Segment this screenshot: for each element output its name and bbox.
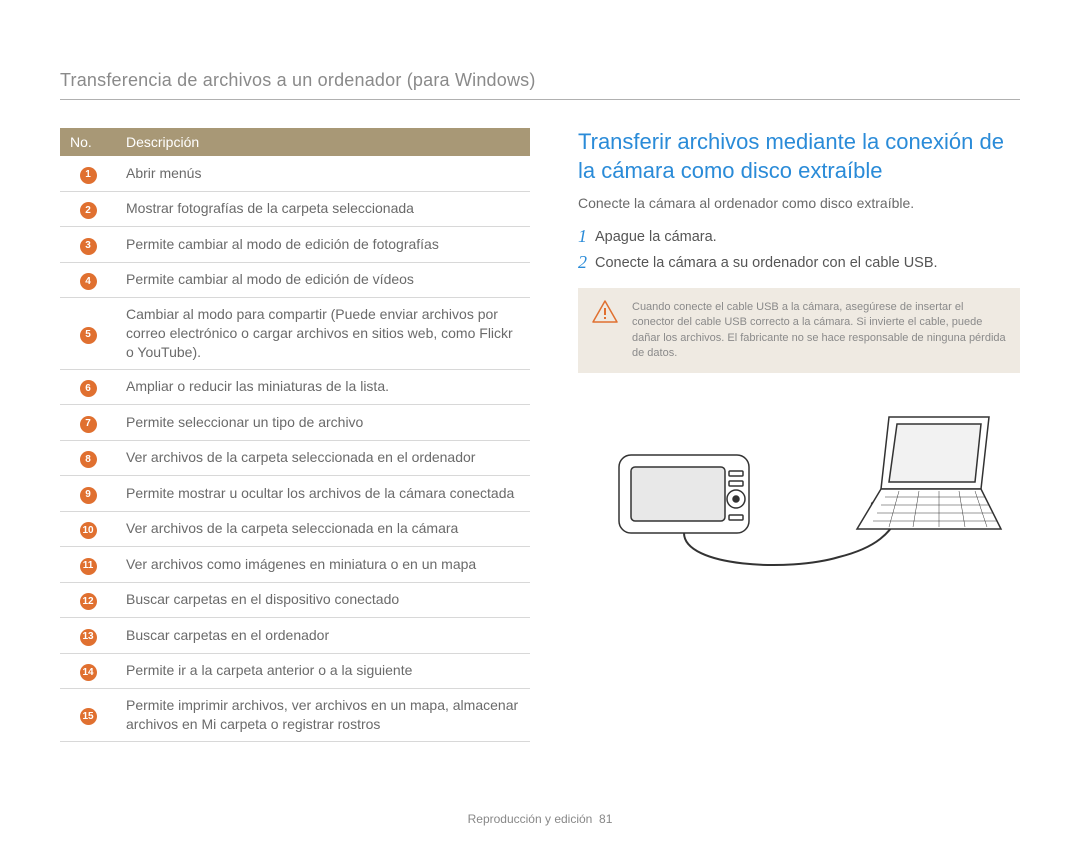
row-desc: Permite imprimir archivos, ver archivos … — [116, 689, 530, 742]
section-title: Transferir archivos mediante la conexión… — [578, 128, 1020, 185]
footer-section: Reproducción y edición — [468, 812, 593, 826]
section-subtitle: Conecte la cámara al ordenador como disc… — [578, 195, 1020, 211]
row-desc: Ver archivos de la carpeta seleccionada … — [116, 511, 530, 547]
row-number-badge: 1 — [80, 167, 97, 184]
right-column: Transferir archivos mediante la conexión… — [578, 128, 1020, 742]
row-number-badge: 11 — [80, 558, 97, 575]
two-column-layout: No. Descripción 1 Abrir menús 2 Mostrar fo… — [60, 128, 1020, 742]
step-number: 2 — [578, 253, 587, 273]
table-row: 1 Abrir menús — [60, 156, 530, 191]
table-row: 5 Cambiar al modo para compartir (Puede e… — [60, 298, 530, 370]
row-desc: Permite mostrar u ocultar los archivos d… — [116, 476, 530, 512]
table-row: 8 Ver archivos de la carpeta seleccionada… — [60, 440, 530, 476]
row-number-badge: 3 — [80, 238, 97, 255]
row-desc: Ampliar o reducir las miniaturas de la l… — [116, 369, 530, 405]
table-row: 15 Permite imprimir archivos, ver archivo… — [60, 689, 530, 742]
step-number: 1 — [578, 227, 587, 247]
row-desc: Ver archivos de la carpeta seleccionada … — [116, 440, 530, 476]
row-desc: Mostrar fotografías de la carpeta selecc… — [116, 191, 530, 227]
row-desc: Cambiar al modo para compartir (Puede en… — [116, 298, 530, 370]
row-desc: Buscar carpetas en el ordenador — [116, 618, 530, 654]
row-number-badge: 14 — [80, 664, 97, 681]
table-row: 12 Buscar carpetas en el dispositivo cone… — [60, 582, 530, 618]
th-no: No. — [60, 128, 116, 156]
row-number-badge: 9 — [80, 487, 97, 504]
table-row: 9 Permite mostrar u ocultar los archivos … — [60, 476, 530, 512]
step-item: 1 Apague la cámara. — [578, 227, 1020, 247]
table-row: 10 Ver archivos de la carpeta seleccionad… — [60, 511, 530, 547]
manual-page: Transferencia de archivos a un ordenador… — [0, 0, 1080, 846]
row-desc: Ver archivos como imágenes en miniatura … — [116, 547, 530, 583]
description-table: No. Descripción 1 Abrir menús 2 Mostrar fo… — [60, 128, 530, 742]
warning-icon — [592, 300, 618, 329]
footer-page-number: 81 — [599, 812, 612, 826]
row-desc: Abrir menús — [116, 156, 530, 191]
table-row: 7 Permite seleccionar un tipo de archivo — [60, 405, 530, 441]
row-number-badge: 8 — [80, 451, 97, 468]
table-row: 11 Ver archivos como imágenes en miniatur… — [60, 547, 530, 583]
row-number-badge: 6 — [80, 380, 97, 397]
row-desc: Permite cambiar al modo de edición de fo… — [116, 227, 530, 263]
table-row: 3 Permite cambiar al modo de edición de f… — [60, 227, 530, 263]
row-number-badge: 2 — [80, 202, 97, 219]
row-number-badge: 10 — [80, 522, 97, 539]
row-number-badge: 7 — [80, 416, 97, 433]
row-number-badge: 12 — [80, 593, 97, 610]
callout-text: Cuando conecte el cable USB a la cámara,… — [632, 300, 1006, 362]
table-row: 14 Permite ir a la carpeta anterior o a l… — [60, 653, 530, 689]
table-row: 6 Ampliar o reducir las miniaturas de la … — [60, 369, 530, 405]
table-row: 4 Permite cambiar al modo de edición de v… — [60, 262, 530, 298]
page-header-title: Transferencia de archivos a un ordenador… — [60, 70, 1020, 100]
row-number-badge: 4 — [80, 273, 97, 290]
step-item: 2 Conecte la cámara a su ordenador con e… — [578, 253, 1020, 273]
th-desc: Descripción — [116, 128, 530, 156]
table-row: 13 Buscar carpetas en el ordenador — [60, 618, 530, 654]
row-desc: Permite cambiar al modo de edición de ví… — [116, 262, 530, 298]
row-number-badge: 5 — [80, 327, 97, 344]
camera-laptop-illustration — [578, 397, 1020, 577]
page-footer: Reproducción y edición 81 — [60, 812, 1020, 826]
row-desc: Buscar carpetas en el dispositivo conect… — [116, 582, 530, 618]
row-desc: Permite seleccionar un tipo de archivo — [116, 405, 530, 441]
steps-list: 1 Apague la cámara. 2 Conecte la cámara … — [578, 227, 1020, 274]
step-text: Conecte la cámara a su ordenador con el … — [595, 253, 938, 273]
row-number-badge: 13 — [80, 629, 97, 646]
warning-callout: Cuando conecte el cable USB a la cámara,… — [578, 288, 1020, 374]
row-number-badge: 15 — [80, 708, 97, 725]
left-column: No. Descripción 1 Abrir menús 2 Mostrar fo… — [60, 128, 530, 742]
table-row: 2 Mostrar fotografías de la carpeta selec… — [60, 191, 530, 227]
row-desc: Permite ir a la carpeta anterior o a la … — [116, 653, 530, 689]
step-text: Apague la cámara. — [595, 227, 717, 247]
